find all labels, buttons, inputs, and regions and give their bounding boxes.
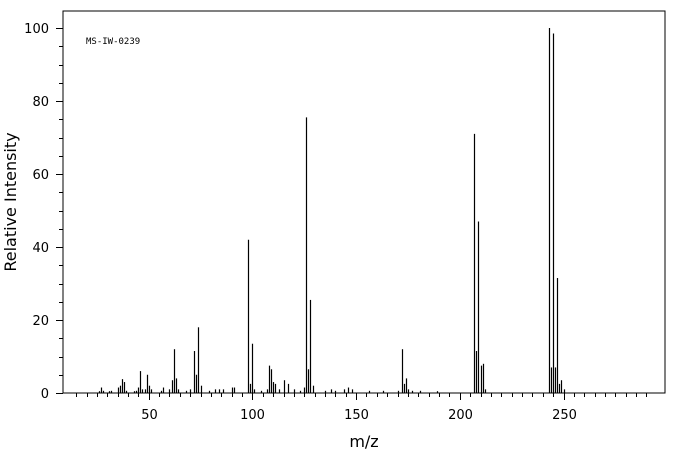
y-axis-title: Relative Intensity — [1, 132, 20, 271]
x-tick-label: 50 — [141, 408, 158, 423]
y-tick-label: 60 — [32, 168, 49, 183]
y-tick-label: 0 — [41, 387, 49, 402]
spectrum-peaks — [98, 28, 566, 393]
y-tick-label: 80 — [32, 95, 49, 110]
y-tick-label: 20 — [32, 314, 49, 329]
spectrum-id-label: MS-IW-0239 — [86, 37, 140, 47]
x-tick-label: 150 — [344, 408, 369, 423]
x-axis-title: m/z — [349, 432, 378, 451]
x-axis-ticks — [76, 393, 647, 400]
y-axis-ticks — [56, 28, 63, 394]
y-axis-tick-labels: 0 20 40 60 80 100 — [24, 22, 49, 402]
x-axis-tick-labels: 50 100 150 200 250 — [141, 408, 577, 423]
x-tick-label: 200 — [448, 408, 473, 423]
y-tick-label: 100 — [24, 22, 49, 37]
plot-frame — [62, 10, 666, 394]
x-tick-label: 250 — [552, 408, 577, 423]
x-tick-label: 100 — [240, 408, 265, 423]
y-tick-label: 40 — [32, 241, 49, 256]
